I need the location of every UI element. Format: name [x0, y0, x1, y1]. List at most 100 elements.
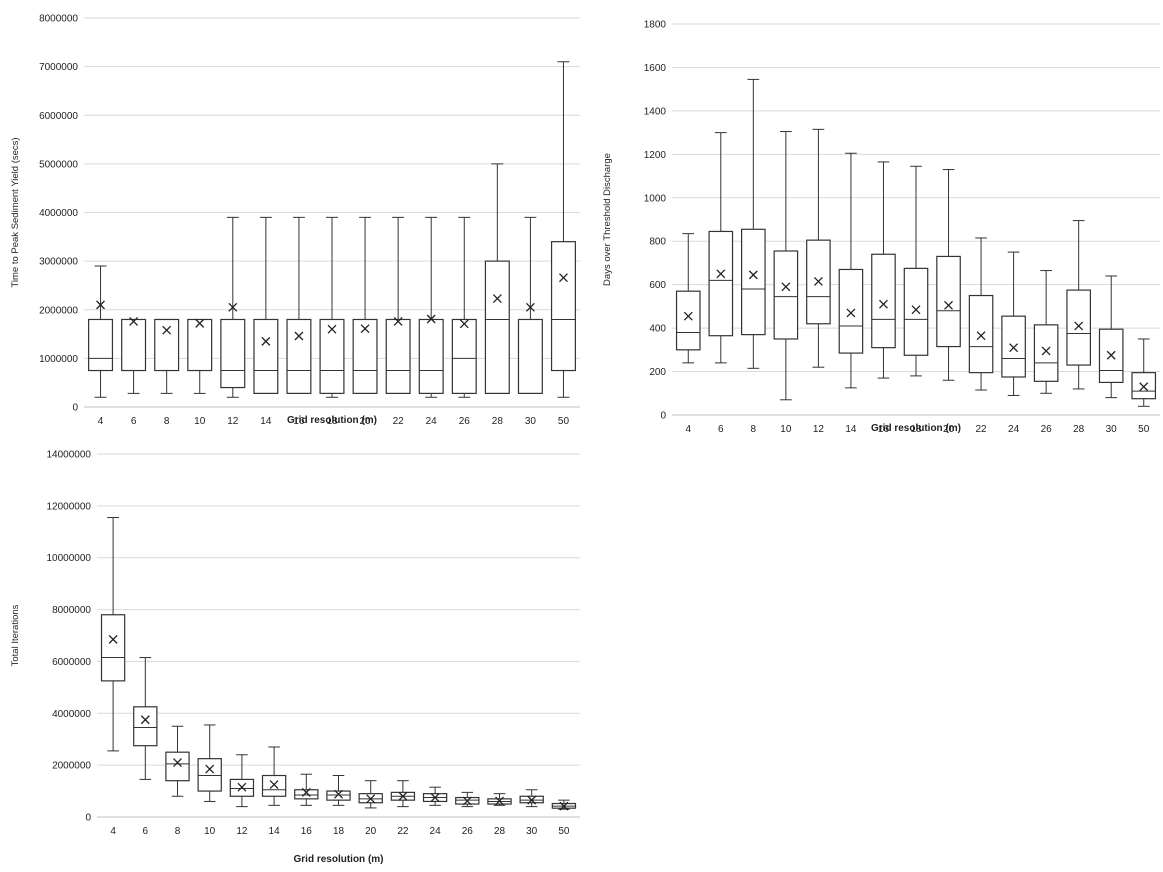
x-tick-label: 18 — [333, 826, 345, 837]
box-iqr — [88, 318, 114, 372]
x-tick-label: 16 — [293, 416, 305, 427]
mean-marker — [261, 336, 271, 346]
y-tick-label: 200 — [649, 367, 666, 378]
box-8 — [741, 78, 766, 369]
mean-marker — [459, 319, 469, 329]
mean-marker — [237, 782, 247, 792]
mean-marker — [527, 795, 537, 805]
y-tick-label: 4000000 — [52, 709, 91, 720]
x-tick-label: 14 — [260, 416, 272, 427]
y-tick-label: 800 — [649, 237, 666, 248]
box-16 — [871, 161, 896, 379]
x-tick-label: 10 — [204, 826, 216, 837]
x-tick-label: 22 — [393, 416, 405, 427]
mean-marker — [294, 331, 304, 341]
mean-marker — [559, 273, 568, 283]
box-iqr — [675, 290, 701, 351]
x-tick-label: 4 — [98, 416, 104, 427]
box-26 — [451, 216, 477, 398]
box-4 — [100, 517, 126, 752]
mean-marker — [162, 325, 172, 335]
mean-marker — [129, 316, 139, 326]
box-iqr — [741, 228, 766, 336]
x-tick-label: 10 — [780, 424, 792, 435]
box-iqr — [319, 318, 345, 394]
x-tick-label: 4 — [685, 424, 691, 435]
box-14 — [838, 152, 864, 389]
box-iqr — [187, 318, 213, 372]
y-tick-label: 1000000 — [39, 354, 78, 365]
chart-total-iterations: 0 2000000 4000000 6000000 8000000 10000000 120… — [0, 438, 585, 867]
box-30 — [517, 216, 543, 394]
box-4 — [675, 233, 701, 364]
x-axis-title: Grid resolution (m) — [871, 423, 961, 434]
y-tick-label: 4000000 — [39, 208, 78, 219]
chart-svg: 0 2000000 4000000 6000000 8000000 10000000 120… — [10, 450, 580, 865]
x-tick-label: 22 — [397, 826, 409, 837]
x-tick-label: 20 — [365, 826, 377, 837]
y-tick-label: 6000000 — [52, 657, 91, 668]
y-tick-label: 1000 — [644, 193, 667, 204]
box-28 — [1066, 220, 1091, 390]
mean-marker — [879, 299, 888, 309]
x-tick-label: 28 — [1073, 424, 1085, 435]
mean-marker — [426, 314, 436, 324]
mean-marker — [846, 308, 856, 318]
mean-marker — [360, 324, 370, 334]
box-iqr — [133, 706, 158, 747]
box-iqr — [936, 255, 961, 348]
mean-marker — [205, 764, 215, 774]
x-tick-label: 8 — [164, 416, 170, 427]
x-tick-label: 30 — [1106, 424, 1118, 435]
box-24 — [418, 216, 444, 398]
box-28 — [484, 163, 510, 394]
x-tick-label: 18 — [326, 416, 338, 427]
x-tick-label: 50 — [1138, 424, 1150, 435]
x-tick-label: 12 — [813, 424, 825, 435]
box-8 — [154, 318, 180, 394]
box-18 — [326, 775, 351, 806]
box-18 — [319, 216, 345, 398]
box-12 — [220, 216, 246, 398]
y-tick-label: 2000000 — [39, 305, 78, 316]
mean-marker — [269, 780, 279, 790]
mean-marker — [195, 318, 205, 328]
box-iqr — [484, 260, 510, 394]
box-iqr — [838, 268, 864, 354]
x-tick-label: 24 — [1008, 424, 1020, 435]
box-8 — [165, 725, 190, 797]
box-iqr — [968, 294, 994, 374]
x-tick-label: 8 — [175, 826, 181, 837]
box-24 — [422, 786, 448, 806]
x-tick-label: 12 — [236, 826, 248, 837]
mean-marker — [173, 758, 182, 768]
mean-marker — [1106, 350, 1116, 360]
box-iqr — [385, 318, 411, 394]
box-iqr — [253, 318, 279, 394]
x-tick-label: 6 — [131, 416, 137, 427]
box-10 — [187, 318, 213, 394]
chart-svg: 0 1000000 2000000 3000000 4000000 5000000 6000… — [10, 14, 580, 427]
x-tick-label: 24 — [430, 826, 442, 837]
box-6 — [121, 316, 147, 394]
chart-days-over-threshold: 0 200 400 600 800 1000 1200 1400 1600 1800 4 6 8 10 12… — [590, 0, 1163, 435]
box-20 — [358, 780, 383, 809]
x-tick-label: 30 — [526, 826, 538, 837]
box-iqr — [418, 318, 444, 394]
mean-marker — [108, 634, 118, 644]
y-tick-label: 7000000 — [39, 62, 78, 73]
box-30 — [519, 789, 544, 808]
box-iqr — [165, 751, 190, 782]
box-50 — [550, 61, 576, 398]
box-iqr — [154, 318, 180, 372]
box-16 — [294, 773, 319, 806]
x-tick-label: 18 — [910, 424, 922, 435]
x-tick-label: 6 — [143, 826, 149, 837]
mean-marker — [301, 787, 311, 797]
y-tick-label: 5000000 — [39, 159, 78, 170]
box-30 — [1098, 275, 1124, 399]
y-tick-label: 8000000 — [39, 14, 78, 25]
box-iqr — [286, 318, 312, 394]
y-tick-label: 14000000 — [47, 450, 92, 461]
chart-svg: 0 200 400 600 800 1000 1200 1400 1600 1800 4 6 8 10 12… — [602, 20, 1160, 435]
